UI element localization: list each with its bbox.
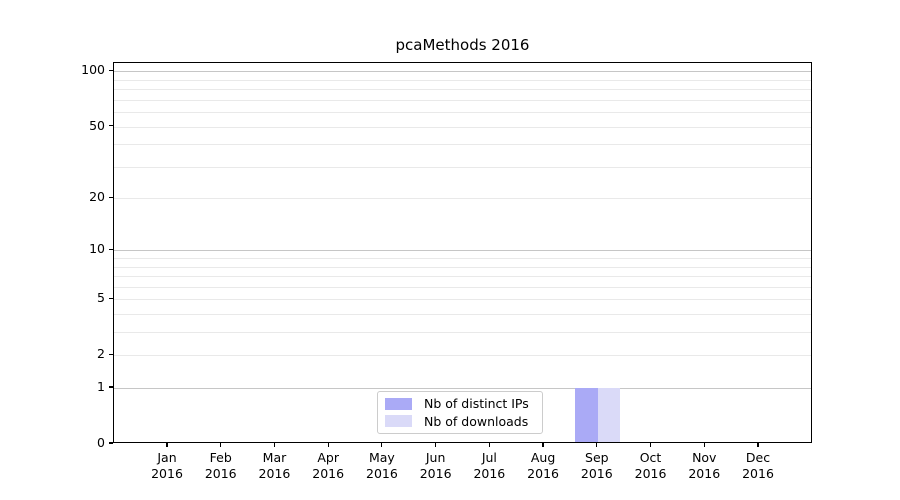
x-tick-label: Jul 2016 — [453, 450, 525, 482]
legend: Nb of distinct IPs Nb of downloads — [377, 391, 543, 434]
x-tick-label: Nov 2016 — [668, 450, 740, 482]
gridline-minor — [114, 299, 811, 301]
y-tick-label: 0 — [97, 435, 105, 450]
x-tick-mark — [327, 443, 329, 447]
bar-distinct-ips — [575, 388, 598, 442]
legend-item-distinct-ips: Nb of distinct IPs — [384, 396, 536, 411]
y-tick-label: 5 — [97, 290, 105, 306]
legend-label-downloads: Nb of downloads — [424, 413, 529, 429]
x-tick-label: Dec 2016 — [722, 450, 794, 482]
x-tick-label-year: 2016 — [151, 466, 183, 481]
legend-swatch-downloads — [385, 415, 412, 428]
x-tick-label-month: Apr — [317, 450, 339, 465]
x-tick-mark — [166, 443, 168, 447]
x-tick-label: Aug 2016 — [507, 450, 579, 482]
y-tick-label: 50 — [89, 117, 105, 133]
x-tick-label: May 2016 — [346, 450, 418, 482]
y-tick-mark — [109, 69, 113, 71]
gridline-minor — [114, 79, 811, 81]
y-tick-label: 20 — [89, 189, 105, 205]
chart-title: pcaMethods 2016 — [395, 36, 530, 54]
gridline-minor — [114, 266, 811, 268]
x-tick-label-year: 2016 — [204, 466, 237, 481]
gridline-minor — [114, 144, 811, 146]
x-tick-label-month: Nov — [692, 450, 717, 465]
x-tick-label-year: 2016 — [527, 466, 559, 481]
x-tick-label-year: 2016 — [742, 466, 774, 481]
x-tick-label-year: 2016 — [312, 466, 345, 481]
y-tick-mark — [109, 442, 113, 444]
gridline-major — [114, 250, 811, 252]
x-tick-mark — [703, 443, 705, 447]
gridline-minor — [114, 332, 811, 334]
x-tick-label-year: 2016 — [634, 466, 667, 481]
gridline-minor — [114, 166, 811, 168]
legend-item-downloads: Nb of downloads — [384, 414, 536, 429]
x-tick-label: Mar 2016 — [238, 450, 310, 482]
x-tick-label-month: Mar — [262, 450, 287, 465]
x-tick-label: Apr 2016 — [292, 450, 364, 482]
x-tick-mark — [757, 443, 759, 447]
x-tick-mark — [649, 443, 652, 447]
x-tick-label-month: Aug — [530, 450, 556, 465]
x-tick-label-year: 2016 — [688, 466, 721, 481]
x-tick-label-month: May — [368, 450, 395, 465]
gridline-minor — [114, 355, 811, 357]
y-tick-label: 1 — [97, 379, 105, 395]
x-tick-label-month: Oct — [639, 450, 662, 465]
gridline-major — [114, 388, 811, 390]
x-tick-label-month: Jan — [157, 450, 177, 465]
x-tick-label-year: 2016 — [366, 466, 398, 481]
x-tick-mark — [381, 443, 383, 447]
x-tick-label-year: 2016 — [580, 466, 613, 481]
gridline-minor — [114, 99, 811, 101]
gridline-major — [114, 71, 811, 73]
legend-label-distinct-ips: Nb of distinct IPs — [424, 396, 529, 412]
gridline-minor — [114, 89, 811, 91]
x-tick-label-year: 2016 — [419, 466, 452, 481]
gridline-minor — [114, 258, 811, 260]
x-tick-mark — [220, 443, 222, 447]
x-tick-label-month: Dec — [745, 450, 771, 465]
y-tick-mark — [109, 124, 113, 127]
y-tick-label: 2 — [97, 346, 105, 362]
gridline-minor — [114, 198, 811, 200]
gridline-minor — [114, 112, 811, 114]
x-tick-mark — [596, 443, 598, 447]
bar-downloads — [597, 388, 621, 442]
gridline-minor — [114, 314, 811, 316]
x-tick-label: Feb 2016 — [185, 450, 257, 482]
x-tick-label: Jun 2016 — [400, 450, 472, 482]
y-tick-label: 10 — [89, 241, 105, 257]
y-tick-mark — [109, 386, 113, 388]
x-tick-mark — [542, 443, 544, 447]
x-tick-mark — [488, 443, 490, 447]
y-tick-mark — [109, 297, 113, 299]
x-tick-label: Sep 2016 — [561, 450, 633, 482]
y-tick-label: 100 — [81, 62, 105, 78]
x-tick-label: Oct 2016 — [615, 450, 687, 482]
x-tick-label-month: Jul — [481, 450, 497, 465]
x-tick-mark — [273, 443, 276, 447]
y-tick-mark — [109, 353, 113, 355]
gridline-minor — [114, 126, 811, 128]
gridline-minor — [114, 286, 811, 288]
x-tick-label-year: 2016 — [473, 466, 506, 481]
y-tick-mark — [109, 248, 113, 250]
y-tick-mark — [109, 196, 113, 198]
legend-swatch-distinct-ips — [385, 397, 412, 410]
x-tick-mark — [435, 443, 437, 447]
x-tick-label-year: 2016 — [258, 466, 291, 481]
x-tick-label-month: Sep — [585, 450, 609, 465]
x-tick-label-month: Jun — [425, 450, 446, 465]
gridline-minor — [114, 276, 811, 278]
plot-area — [113, 62, 812, 443]
x-tick-label-month: Feb — [209, 450, 232, 465]
x-tick-label: Jan 2016 — [131, 450, 203, 482]
